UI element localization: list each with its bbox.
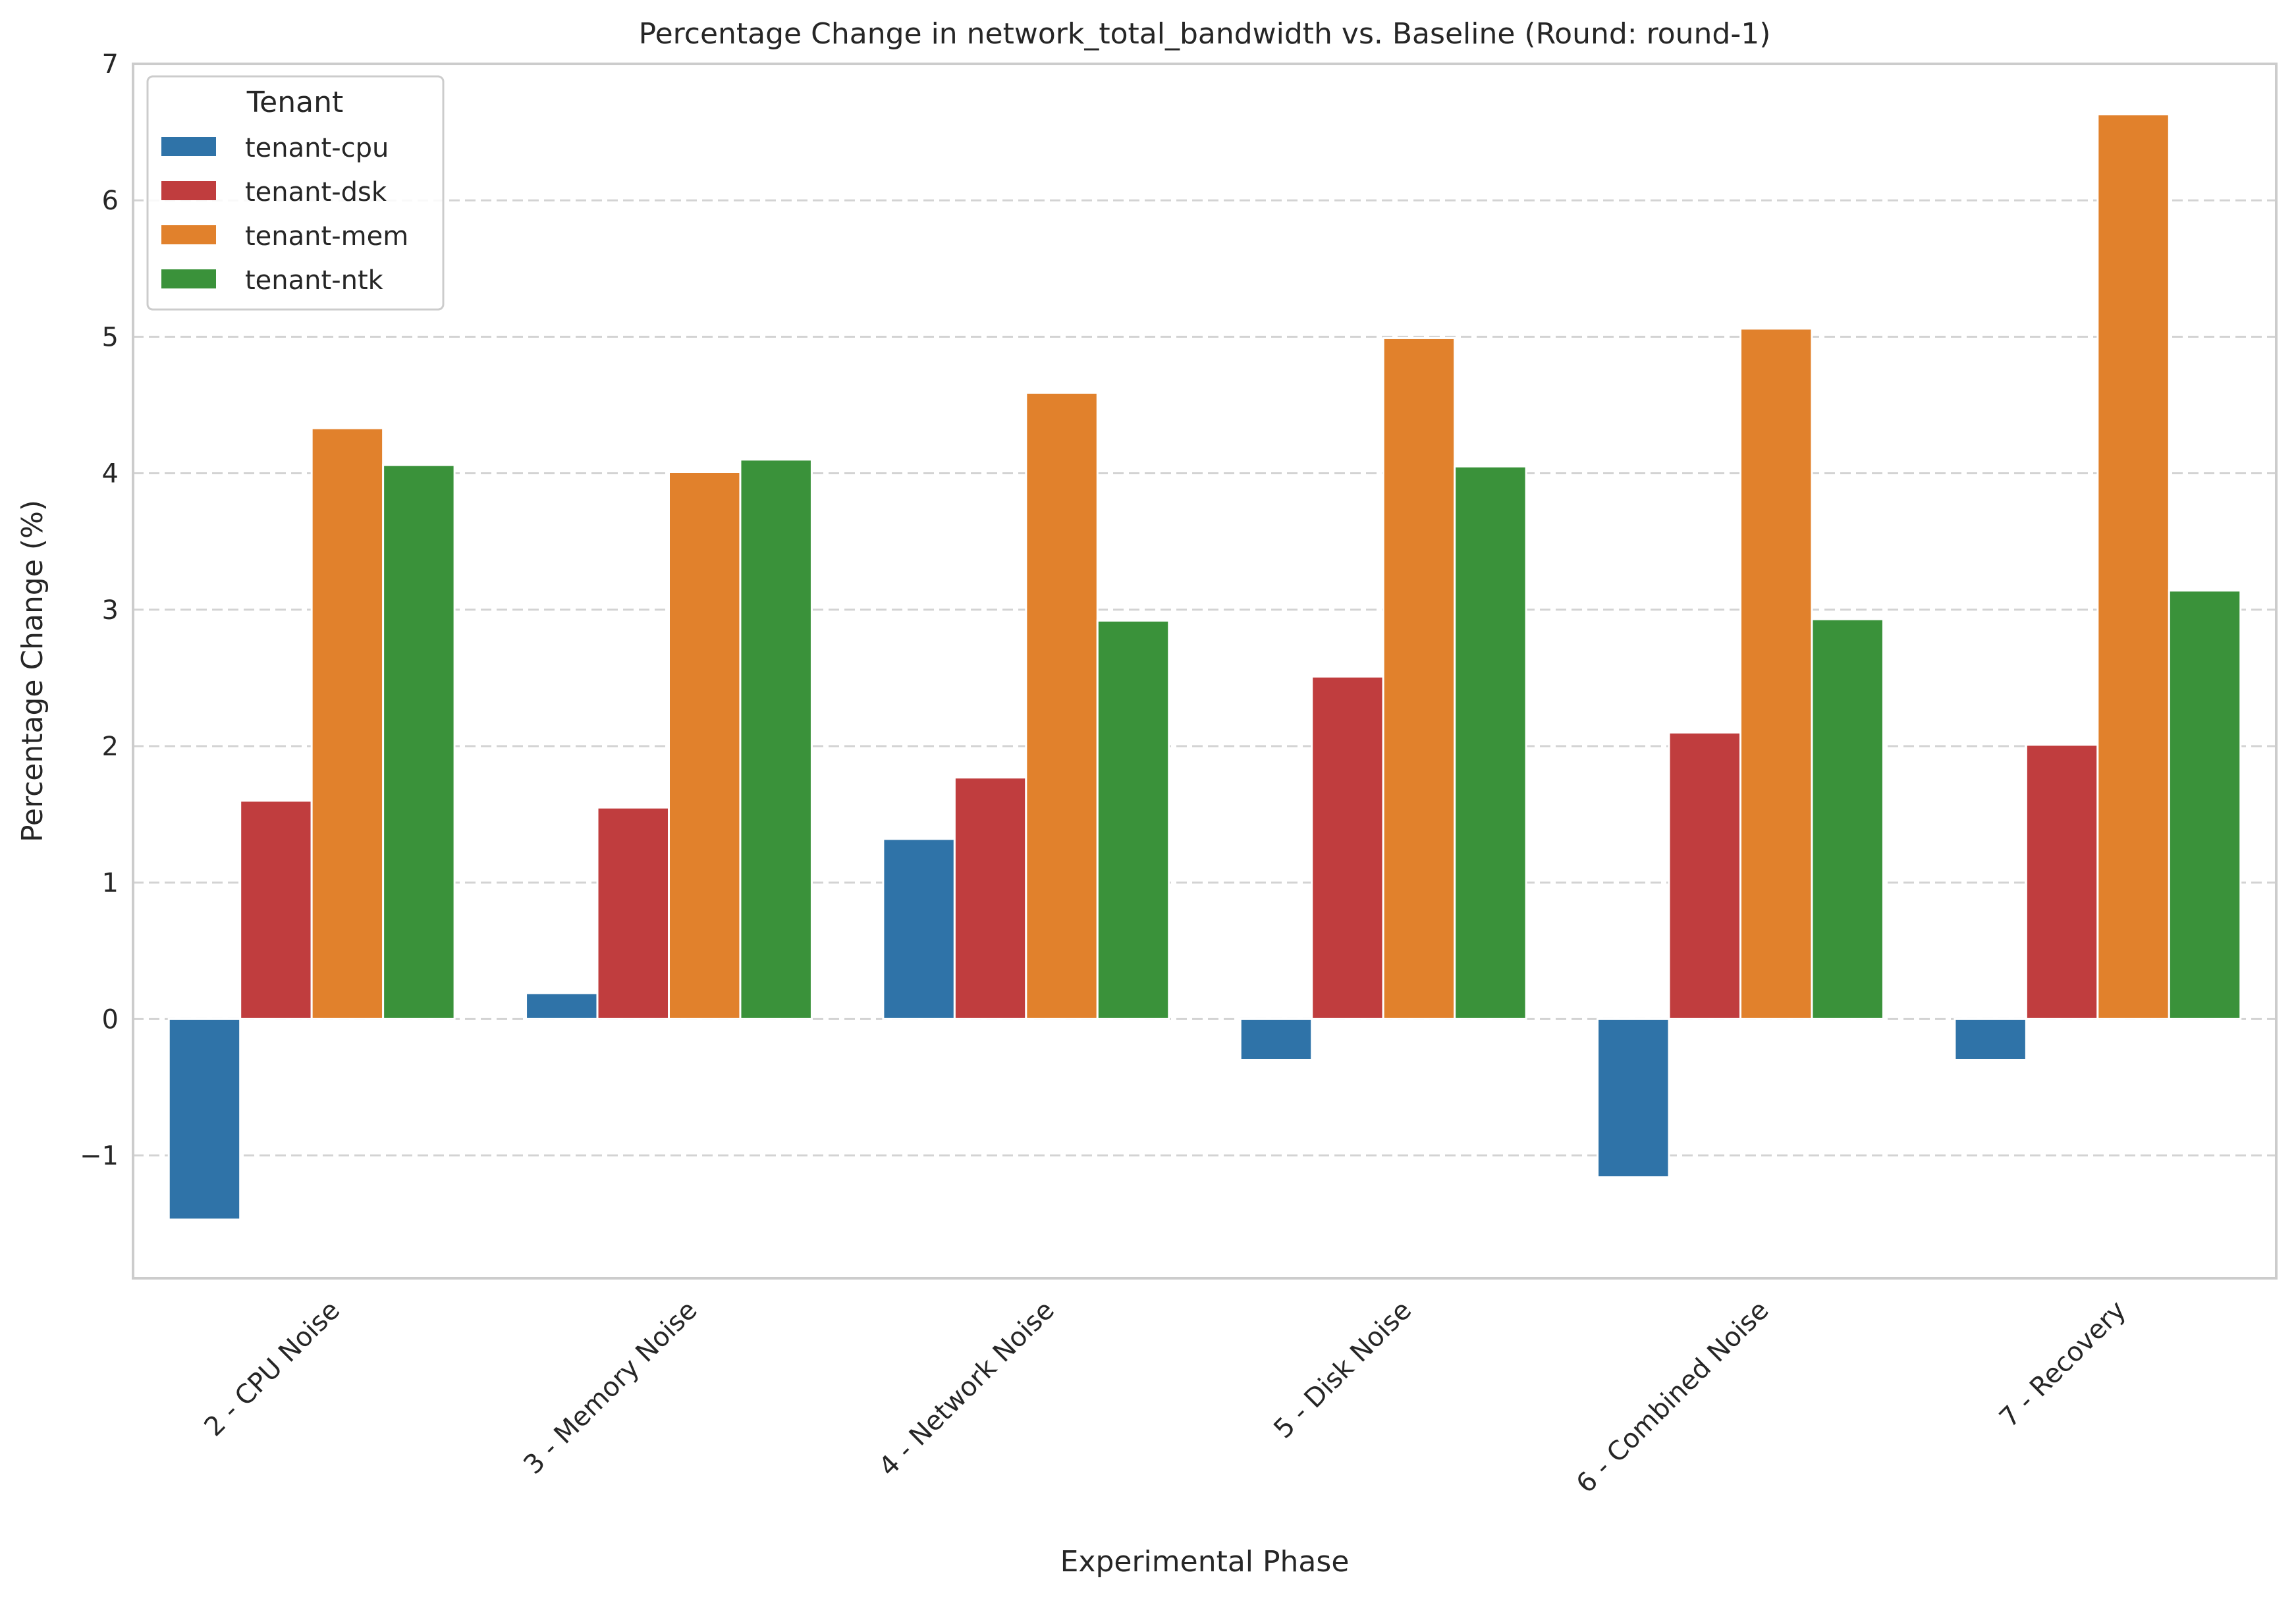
plot-frame — [132, 63, 2278, 1280]
legend-label: tenant-ntk — [245, 265, 384, 296]
bar-tenant-dsk — [1668, 731, 1742, 1020]
x-tick-label: 7 - Recovery — [1994, 1295, 2132, 1434]
bar-tenant-cpu — [1239, 1017, 1313, 1061]
bar-tenant-dsk — [596, 806, 670, 1020]
y-tick-label: 1 — [102, 868, 119, 898]
x-tick-label: 4 - Network Noise — [873, 1295, 1060, 1482]
bar-tenant-ntk — [382, 464, 456, 1020]
legend-box — [146, 75, 445, 311]
legend-swatch-tenant-mem — [161, 225, 216, 244]
chart-title: Percentage Change in network_total_bandw… — [639, 17, 1771, 51]
bar-tenant-mem — [1025, 391, 1099, 1020]
y-tick-label: 3 — [102, 595, 119, 626]
legend: Tenant tenant-cputenant-dsktenant-memten… — [146, 75, 445, 311]
y-tick-label: 6 — [102, 186, 119, 216]
bar-tenant-ntk — [739, 458, 813, 1020]
bar-tenant-ntk — [1454, 465, 1527, 1020]
bars — [167, 113, 2242, 1221]
bar-tenant-dsk — [239, 799, 313, 1020]
y-tick-label: 2 — [102, 732, 119, 762]
y-tick-label: 4 — [102, 459, 119, 489]
y-tick-label: −1 — [80, 1141, 119, 1172]
x-tick-label: 6 - Combined Noise — [1571, 1295, 1775, 1500]
x-axis-ticks: 2 - CPU Noise 3 - Memory Noise 4 - Network… — [199, 1295, 2132, 1500]
legend-swatch-tenant-dsk — [161, 181, 216, 200]
bar-tenant-ntk — [1811, 618, 1884, 1020]
legend-label: tenant-mem — [245, 221, 408, 252]
y-tick-label: 0 — [102, 1004, 119, 1035]
y-tick-label: 7 — [102, 49, 119, 80]
bar-tenant-mem — [1382, 337, 1456, 1020]
bar-tenant-dsk — [2025, 744, 2099, 1020]
y-axis-ticks: −1 0 1 2 3 4 5 6 7 — [80, 49, 119, 1172]
legend-label: tenant-dsk — [245, 177, 387, 207]
x-tick-label: 5 - Disk Noise — [1268, 1295, 1417, 1445]
legend-label: tenant-cpu — [245, 133, 389, 163]
x-axis-label: Experimental Phase — [1060, 1545, 1350, 1579]
bar-tenant-mem — [668, 471, 742, 1020]
legend-swatch-tenant-ntk — [161, 269, 216, 288]
bar-tenant-cpu — [167, 1017, 242, 1221]
bar-tenant-ntk — [1096, 619, 1170, 1020]
bar-tenant-cpu — [1954, 1017, 2027, 1061]
x-tick-label: 3 - Memory Noise — [518, 1295, 703, 1480]
bar-tenant-dsk — [1311, 675, 1384, 1020]
y-axis-label: Percentage Change (%) — [16, 500, 49, 842]
bar-tenant-cpu — [525, 992, 599, 1020]
bar-tenant-dsk — [953, 776, 1027, 1020]
y-tick-label: 5 — [102, 322, 119, 352]
x-tick-label: 2 - CPU Noise — [199, 1295, 346, 1443]
bar-tenant-mem — [1739, 327, 1813, 1020]
bar-tenant-cpu — [882, 838, 956, 1020]
bar-tenant-ntk — [2168, 589, 2242, 1020]
bar-tenant-cpu — [1597, 1017, 1670, 1179]
legend-items: tenant-cpu tenant-dsk tenant-mem tenant-ntk — [161, 133, 408, 296]
legend-swatch-tenant-cpu — [161, 137, 216, 156]
bar-tenant-mem — [310, 427, 385, 1020]
legend-title: Tenant — [246, 86, 343, 119]
bar-tenant-mem — [2096, 113, 2170, 1020]
